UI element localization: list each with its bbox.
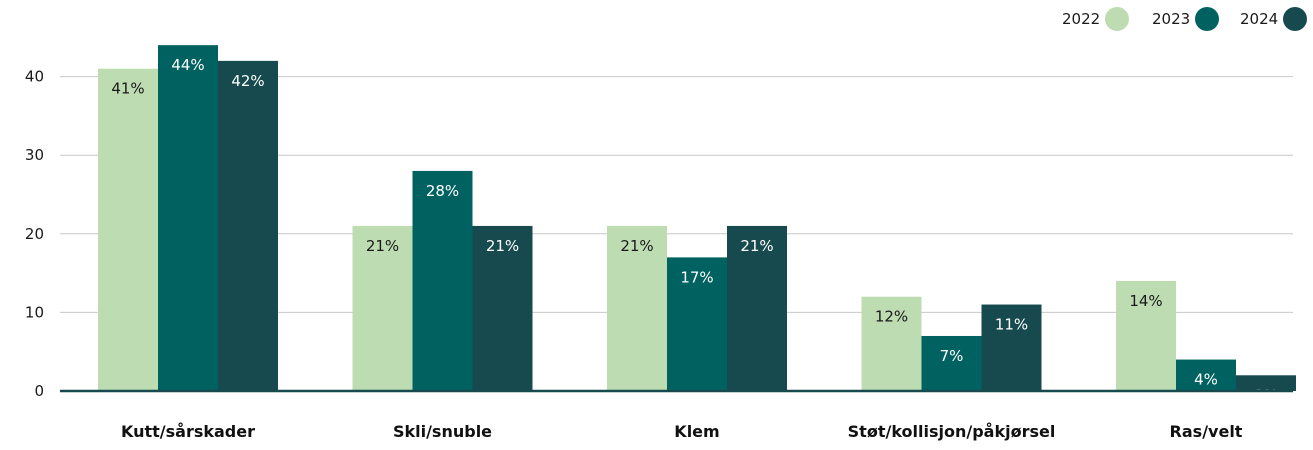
bar-2022 [1116,280,1176,391]
legend-swatch [1195,7,1219,31]
data-label: 44% [171,56,204,74]
y-axis-ticks: 0 10 20 30 40 [25,68,44,400]
bar-2022 [352,225,413,391]
legend-label: 2022 [1062,10,1100,28]
x-category-label: Klem [674,422,719,441]
data-label: 21% [740,237,773,255]
data-label: 21% [366,237,399,255]
bar-2023 [412,170,473,391]
legend-item-2023: 2023 [1152,7,1219,31]
bar-2023 [921,335,982,391]
data-label: 4% [1194,371,1218,389]
data-label: 2% [1254,386,1278,404]
data-label: 17% [680,268,713,286]
bar-2024 [218,60,278,391]
legend-swatch [1105,7,1129,31]
bar-2022 [861,296,922,391]
x-category-label: Kutt/sårskader [121,422,255,441]
legend-swatch [1283,7,1307,31]
data-label: 11% [995,316,1028,334]
bar-2023 [667,257,727,391]
legend-label: 2023 [1152,10,1190,28]
legend-item-2022: 2022 [1062,7,1129,31]
y-tick-label: 0 [34,382,44,400]
data-label: 12% [875,308,908,326]
bar-2022 [607,225,667,391]
data-label: 28% [426,182,459,200]
category-labels: Kutt/sårskader Skli/snuble Klem Støt/kollis… [121,422,1243,441]
y-tick-label: 30 [25,146,44,164]
data-label: 21% [486,237,519,255]
data-label: 14% [1129,292,1162,310]
bar-2024 [727,225,787,391]
x-category-label: Ras/velt [1170,422,1243,441]
legend-item-2024: 2024 [1240,7,1307,31]
bar-2024 [1236,375,1296,391]
bar-2022 [98,68,158,392]
data-label: 41% [111,80,144,98]
bars [98,45,1296,392]
data-labels: 41% 21% 21% 12% 14% 44% 28% 17% 7% 4% 42% 21% 21% 11%… [111,56,1278,404]
data-label: 21% [620,237,653,255]
y-tick-label: 40 [25,68,44,86]
bar-2024 [472,225,533,391]
y-tick-label: 20 [25,225,44,243]
bar-2023 [158,45,218,391]
x-category-label: Skli/snuble [393,422,492,441]
bar-2023 [1176,359,1236,391]
legend: 2022 2023 2024 [1062,7,1307,31]
y-tick-label: 10 [25,303,44,321]
data-label: 42% [231,72,264,90]
legend-label: 2024 [1240,10,1278,28]
bar-2024 [981,304,1042,391]
x-category-label: Støt/kollisjon/påkjørsel [848,422,1056,441]
data-label: 7% [940,347,964,365]
